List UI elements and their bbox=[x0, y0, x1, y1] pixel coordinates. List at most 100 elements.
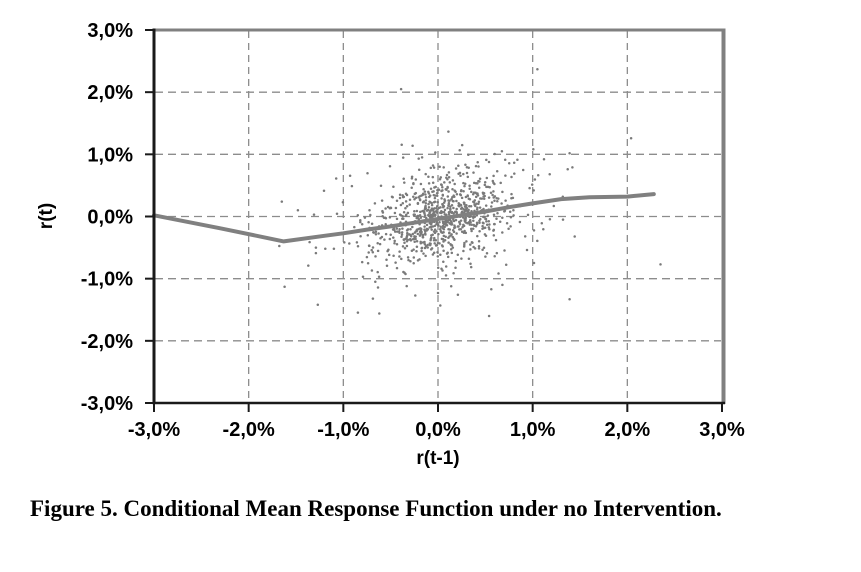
scatter-point bbox=[419, 182, 423, 186]
scatter-point bbox=[428, 226, 431, 229]
scatter-point bbox=[463, 184, 466, 188]
scatter-point bbox=[401, 217, 404, 220]
scatter-point bbox=[500, 202, 503, 205]
scatter-point bbox=[359, 220, 362, 224]
scatter-point bbox=[445, 173, 449, 177]
scatter-point bbox=[460, 206, 464, 209]
scatter-point bbox=[399, 87, 403, 91]
scatter-point bbox=[492, 213, 496, 217]
scatter-point bbox=[404, 214, 408, 217]
scatter-point bbox=[476, 206, 479, 210]
scatter-point bbox=[406, 238, 409, 242]
scatter-point bbox=[443, 208, 447, 212]
scatter-point bbox=[468, 187, 471, 191]
scatter-point bbox=[464, 208, 467, 211]
scatter-point bbox=[405, 244, 409, 248]
scatter-point bbox=[483, 215, 486, 219]
scatter-point bbox=[370, 222, 374, 226]
scatter-point bbox=[490, 205, 493, 208]
scatter-point bbox=[390, 195, 394, 199]
scatter-point bbox=[472, 171, 475, 174]
scatter-point bbox=[393, 230, 397, 233]
scatter-point bbox=[478, 177, 482, 181]
scatter-point bbox=[434, 151, 437, 154]
scatter-point bbox=[392, 236, 395, 239]
y-tick-label: 2,0% bbox=[87, 82, 133, 104]
scatter-point bbox=[419, 230, 423, 233]
scatter-point bbox=[424, 172, 427, 176]
scatter-point bbox=[491, 193, 494, 197]
scatter-point bbox=[479, 197, 482, 200]
scatter-point bbox=[459, 203, 463, 207]
scatter-point bbox=[457, 225, 460, 228]
scatter-point bbox=[471, 193, 475, 196]
scatter-point bbox=[360, 223, 364, 226]
scatter-point bbox=[492, 228, 496, 232]
scatter-point bbox=[283, 285, 286, 288]
scatter-point bbox=[424, 195, 428, 199]
scatter-point bbox=[440, 189, 443, 193]
scatter-point bbox=[405, 205, 409, 208]
scatter-point bbox=[530, 183, 534, 186]
scatter-point bbox=[408, 238, 411, 241]
scatter-point bbox=[405, 284, 408, 288]
scatter-point bbox=[384, 207, 387, 210]
scatter-point bbox=[436, 200, 439, 204]
scatter-point bbox=[414, 196, 418, 200]
scatter-point bbox=[415, 228, 419, 231]
scatter-point bbox=[552, 204, 556, 208]
scatter-point bbox=[441, 202, 444, 206]
scatter-point bbox=[481, 224, 484, 228]
x-tick-label: 3,0% bbox=[699, 419, 745, 441]
scatter-point bbox=[402, 177, 405, 180]
scatter-point bbox=[483, 226, 487, 229]
scatter-point bbox=[442, 166, 445, 169]
x-tick-label: 0,0% bbox=[415, 419, 461, 441]
scatter-point bbox=[453, 226, 457, 229]
scatter-point bbox=[413, 240, 416, 244]
scatter-point bbox=[447, 236, 450, 239]
scatter-point bbox=[568, 152, 571, 155]
scatter-point bbox=[430, 222, 433, 225]
scatter-point bbox=[417, 157, 420, 160]
scatter-point bbox=[388, 165, 392, 168]
scatter-point bbox=[450, 198, 453, 201]
scatter-point bbox=[434, 185, 437, 189]
scatter-point bbox=[463, 241, 466, 245]
scatter-point bbox=[492, 190, 495, 193]
scatter-point bbox=[395, 266, 399, 270]
scatter-point bbox=[469, 265, 473, 269]
scatter-point bbox=[404, 200, 408, 203]
scatter-point bbox=[431, 175, 435, 179]
scatter-point bbox=[474, 225, 478, 228]
scatter-point bbox=[455, 199, 458, 203]
scatter-point bbox=[463, 243, 466, 247]
scatter-point bbox=[447, 130, 450, 133]
scatter-point bbox=[457, 164, 460, 168]
scatter-point bbox=[439, 253, 442, 257]
scatter-point bbox=[447, 203, 451, 206]
scatter-point bbox=[472, 216, 475, 220]
scatter-point bbox=[435, 244, 439, 247]
scatter-point bbox=[439, 225, 442, 228]
scatter-point bbox=[483, 181, 487, 184]
scatter-point bbox=[401, 227, 404, 230]
scatter-point bbox=[384, 232, 388, 236]
scatter-point bbox=[442, 234, 446, 238]
scatter-point bbox=[392, 185, 395, 189]
scatter-point bbox=[356, 214, 360, 217]
scatter-point bbox=[469, 243, 472, 246]
scatter-point bbox=[374, 233, 378, 236]
scatter-point bbox=[398, 231, 401, 234]
scatter-point bbox=[479, 217, 482, 221]
scatter-point bbox=[404, 272, 407, 276]
scatter-point bbox=[385, 264, 389, 268]
scatter-point bbox=[415, 240, 419, 243]
scatter-point bbox=[399, 203, 403, 207]
scatter-point bbox=[420, 249, 423, 253]
scatter-point bbox=[353, 225, 356, 229]
scatter-point bbox=[316, 303, 320, 307]
scatter-point bbox=[496, 211, 499, 215]
scatter-point bbox=[400, 257, 403, 261]
scatter-point bbox=[449, 248, 453, 251]
